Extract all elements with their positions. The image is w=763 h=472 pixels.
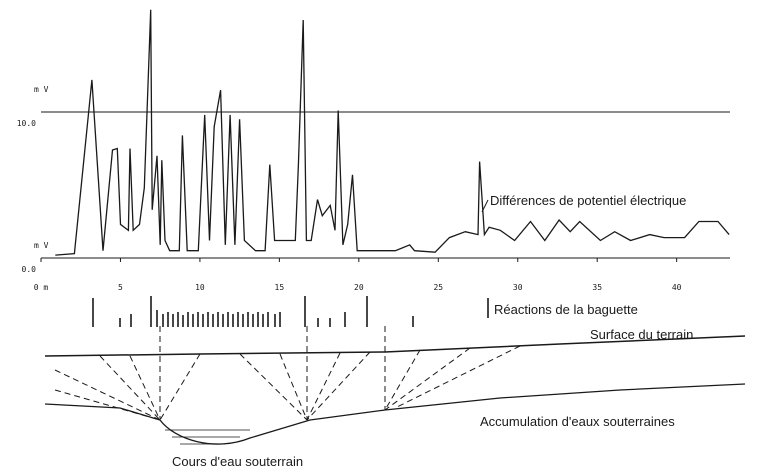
x-tick-label: 20 bbox=[354, 283, 364, 292]
surface-label: Surface du terrain bbox=[590, 327, 693, 342]
stream-label: Cours d'eau souterrain bbox=[172, 454, 303, 469]
rod-reactions bbox=[93, 296, 488, 327]
y-tick-label: 10.0 bbox=[17, 119, 36, 128]
y-tick-label: 0.0 bbox=[22, 265, 37, 274]
x-tick-label: 5 bbox=[118, 283, 123, 292]
x-tick-label: 30 bbox=[513, 283, 523, 292]
x-tick-label: 40 bbox=[672, 283, 682, 292]
x-tick-label: 15 bbox=[275, 283, 285, 292]
y-unit-label: m V bbox=[34, 241, 49, 250]
accumulation-label: Accumulation d'eaux souterraines bbox=[480, 414, 675, 429]
data-line bbox=[55, 10, 729, 255]
x-tick-label: 35 bbox=[592, 283, 602, 292]
y-unit-label: m V bbox=[34, 85, 49, 94]
rod-label: Réactions de la baguette bbox=[494, 302, 638, 317]
chart: m V m V Différences de potentiel électri… bbox=[0, 0, 763, 472]
x-tick-label: 0 m bbox=[34, 283, 49, 292]
x-tick-label: 25 bbox=[433, 283, 443, 292]
x-tick-label: 10 bbox=[195, 283, 205, 292]
annotation: Différences de potentiel électrique bbox=[490, 193, 686, 208]
